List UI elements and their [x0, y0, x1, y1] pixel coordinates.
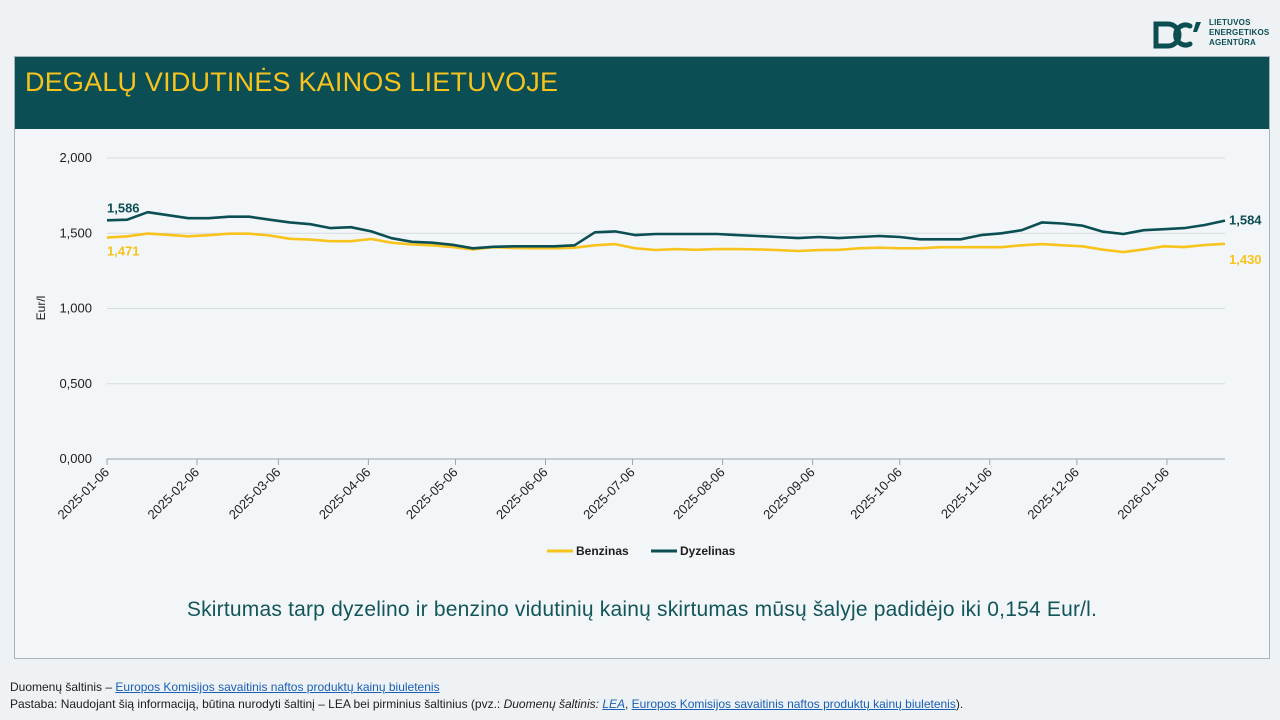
x-tick-label: 2025-02-06 [145, 465, 203, 523]
start-value-label: 1,586 [107, 200, 140, 215]
end-value-label: 1,584 [1229, 213, 1262, 228]
chart-frame [14, 56, 1270, 576]
x-tick-label: 2025-03-06 [226, 465, 284, 523]
x-tick-label: 2025-07-06 [580, 465, 638, 523]
footer-source: Duomenų šaltinis – Europos Komisijos sav… [10, 680, 440, 694]
x-tick-label: 2025-05-06 [403, 465, 461, 523]
lea-logo: LIETUVOS ENERGETIKOS AGENTŪRA [1152, 18, 1272, 52]
price-line-chart: 0,000 0,500 1,000 1,500 2,000 Eur/l 2025-01-… [34, 150, 1262, 558]
grid [107, 157, 1225, 460]
footer-lea-link[interactable]: LEA [602, 697, 625, 711]
title-banner: DEGALŲ VIDUTINĖS KAINOS LIETUVOJE [15, 57, 1269, 129]
summary-text: Skirtumas tarp dyzelino ir benzino vidut… [186, 598, 1098, 621]
logo-line-2: ENERGETIKOS [1209, 28, 1270, 37]
footer-note-prefix: Pastaba: Naudojant šią informaciją, būti… [10, 697, 504, 711]
x-tick-label: 2026-01-06 [1114, 465, 1172, 523]
footer-note-sep: , [625, 697, 632, 711]
y-axis-label: Eur/l [34, 296, 48, 321]
x-tick-label: 2025-10-06 [847, 465, 905, 523]
legend: Benzinas Dyzelinas [547, 544, 736, 558]
end-value-label: 1,430 [1229, 252, 1262, 267]
data-labels: 1,471 1,430 1,586 1,584 [107, 200, 1262, 266]
legend-label: Benzinas [576, 544, 629, 558]
y-tick-label: 2,000 [59, 150, 92, 165]
y-tick-label: 1,500 [59, 225, 92, 240]
footer-ec-link[interactable]: Europos Komisijos savaitinis naftos prod… [631, 697, 956, 711]
x-tick-label: 2025-01-06 [54, 465, 112, 523]
lea-logo-icon [1153, 21, 1201, 49]
summary-box: Skirtumas tarp dyzelino ir benzino vidut… [14, 574, 1270, 659]
x-tick-label: 2025-04-06 [316, 465, 374, 523]
start-value-label: 1,471 [107, 244, 140, 259]
legend-label: Dyzelinas [680, 544, 736, 558]
footer-source-prefix: Duomenų šaltinis – [10, 680, 116, 694]
series-line-dyzelinas [106, 210, 1226, 250]
x-tick-label: 2025-06-06 [493, 465, 551, 523]
series-lines [106, 210, 1226, 254]
y-tick-label: 1,000 [59, 301, 92, 316]
footer-source-link[interactable]: Europos Komisijos savaitinis naftos prod… [115, 680, 440, 694]
x-tick-label: 2025-12-06 [1024, 465, 1082, 523]
y-tick-label: 0,500 [59, 376, 92, 391]
x-axis: 2025-01-06 2025-02-06 2025-03-06 2025-04-06… [54, 459, 1172, 522]
y-tick-label: 0,000 [59, 451, 92, 466]
logo-line-1: LIETUVOS [1209, 18, 1251, 27]
y-axis-ticks: 0,000 0,500 1,000 1,500 2,000 [59, 150, 92, 466]
x-tick-label: 2025-11-06 [938, 465, 995, 522]
logo-brand-text: LIETUVOS ENERGETIKOS AGENTŪRA [1209, 18, 1269, 48]
series-line-benzinas [106, 232, 1226, 254]
x-tick-label: 2025-08-06 [670, 465, 728, 523]
footer-note-suffix: ). [955, 697, 964, 711]
page-title: DEGALŲ VIDUTINĖS KAINOS LIETUVOJE [25, 67, 559, 97]
footer-note: Pastaba: Naudojant šią informaciją, būti… [10, 697, 963, 711]
footer-note-em: Duomenų šaltinis: [503, 697, 603, 711]
logo-line-3: AGENTŪRA [1209, 38, 1256, 47]
x-tick-label: 2025-09-06 [760, 465, 818, 523]
